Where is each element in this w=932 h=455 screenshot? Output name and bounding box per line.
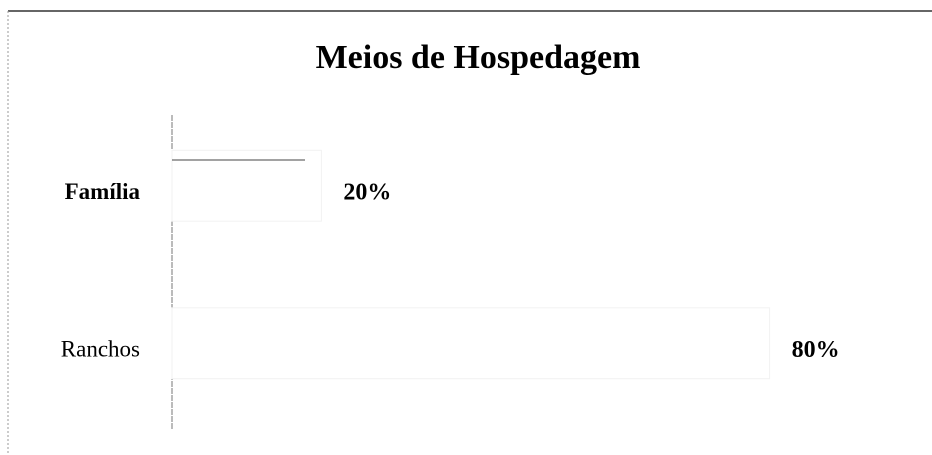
data-label: 20% (343, 179, 391, 205)
y-tick-label: Família (65, 179, 141, 204)
bar (171, 149, 322, 222)
data-label: 80% (792, 337, 840, 363)
bar (171, 307, 771, 380)
y-tick-label: Ranchos (61, 337, 140, 362)
chart-title: Meios de Hospedagem (316, 39, 641, 76)
